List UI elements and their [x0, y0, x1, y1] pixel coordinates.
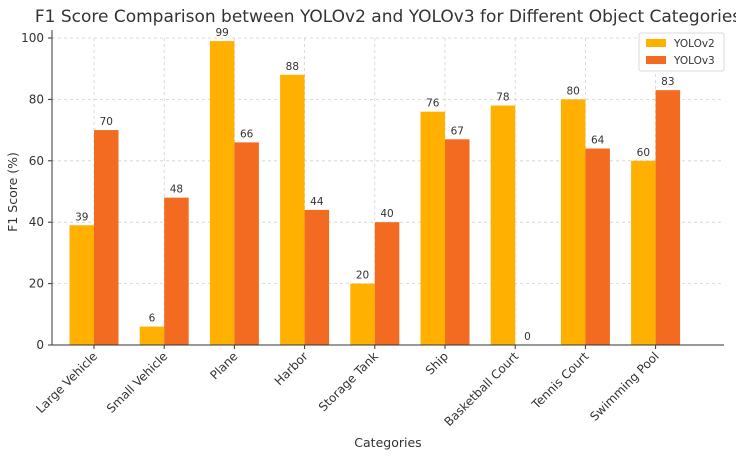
value-label: 83: [661, 76, 674, 88]
bar-yolov3-ship: [445, 139, 470, 345]
x-tick-labels: Large Vehicle Small Vehicle Plane Harbor Sto…: [33, 345, 662, 429]
value-label: 60: [637, 147, 650, 159]
legend-swatch-yolov3: [646, 56, 666, 64]
y-tick-labels: 0 20 40 60 80 100: [21, 31, 52, 352]
legend-label-yolov2: YOLOv2: [673, 38, 715, 50]
value-label: 99: [215, 27, 228, 39]
y-tick-label: 60: [29, 154, 44, 168]
value-labels: 39 6 99 88 20 76 78 80 60 70 48 66 44 40 67 0 64 83: [75, 27, 674, 343]
value-label: 66: [240, 128, 254, 140]
value-label: 76: [426, 98, 440, 110]
y-tick-label: 40: [29, 215, 44, 229]
bar-yolov2-plane: [209, 41, 235, 345]
y-tick-label: 20: [29, 277, 44, 291]
bar-yolov3-storage-tank: [374, 222, 400, 345]
value-label: 64: [591, 135, 605, 147]
bar-yolov3-large-vehicle: [94, 130, 119, 345]
bar-yolov2-large-vehicle: [69, 225, 94, 345]
legend-swatch-yolov2: [646, 39, 666, 47]
bar-yolov2-storage-tank: [350, 283, 375, 345]
x-tick-label: Swimming Pool: [587, 349, 661, 423]
bar-yolov3-plane: [234, 142, 259, 345]
x-tick-label: Large Vehicle: [33, 349, 100, 416]
value-label: 44: [310, 196, 324, 208]
x-tick-label: Small Vehicle: [104, 349, 171, 416]
legend-label-yolov3: YOLOv3: [673, 55, 715, 67]
value-label: 88: [286, 61, 299, 73]
value-label: 0: [524, 331, 531, 343]
value-label: 70: [100, 116, 113, 128]
x-axis-label: Categories: [354, 435, 421, 450]
chart-title: F1 Score Comparison between YOLOv2 and Y…: [35, 7, 736, 27]
value-label: 80: [566, 85, 579, 97]
y-axis-label: F1 Score (%): [5, 152, 20, 232]
value-label: 6: [149, 313, 156, 325]
x-tick-label: Ship: [423, 349, 451, 377]
value-label: 48: [170, 184, 183, 196]
x-tick-label: Harbor: [272, 349, 311, 388]
value-label: 39: [75, 211, 88, 223]
value-label: 67: [451, 125, 464, 137]
bar-yolov2-ship: [420, 111, 445, 346]
bar-yolov2-small-vehicle: [139, 326, 165, 345]
value-label: 78: [496, 92, 509, 104]
value-label: 40: [380, 208, 393, 220]
bars: [69, 41, 681, 346]
value-label: 20: [356, 270, 369, 282]
y-tick-label: 100: [21, 31, 44, 45]
y-tick-label: 0: [36, 338, 44, 352]
bar-yolov3-small-vehicle: [164, 197, 189, 345]
x-tick-label: Basketball Court: [442, 349, 522, 429]
bar-yolov3-harbor: [304, 209, 330, 345]
bar-yolov3-swimming-pool: [655, 90, 681, 345]
bar-yolov3-tennis-court: [585, 148, 610, 345]
x-tick-label: Tennis Court: [528, 349, 591, 412]
x-tick-label: Plane: [207, 349, 240, 382]
bar-yolov2-harbor: [280, 74, 305, 345]
bar-yolov2-tennis-court: [560, 99, 586, 346]
y-tick-label: 80: [29, 92, 44, 106]
bar-yolov2-basketball-court: [490, 105, 516, 345]
x-tick-label: Storage Tank: [316, 349, 381, 414]
legend: YOLOv2 YOLOv3: [638, 32, 725, 72]
bar-yolov2-swimming-pool: [631, 160, 656, 345]
